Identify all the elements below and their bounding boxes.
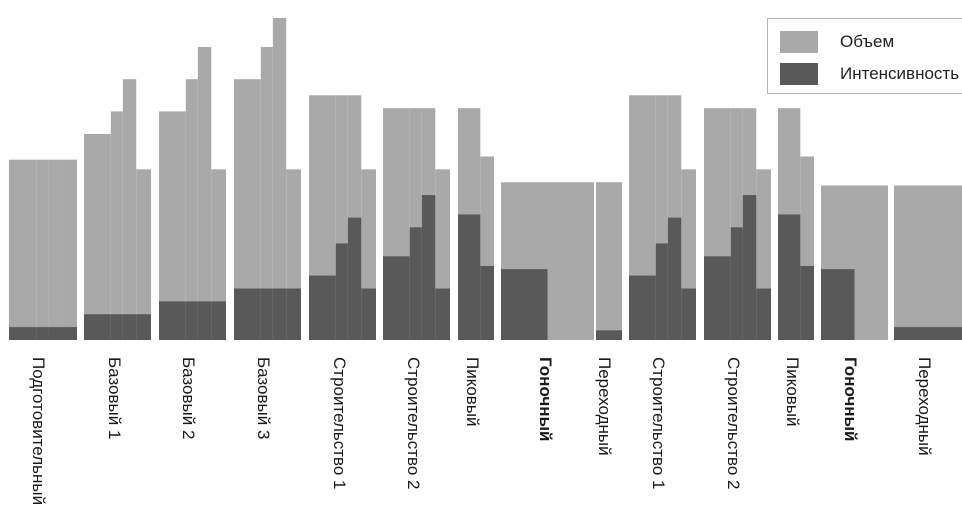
intensity-bar-segment	[409, 227, 422, 340]
intensity-bar-segment	[335, 243, 348, 340]
category-label: Базовый 3	[254, 357, 273, 439]
volume-bar-segment	[110, 111, 123, 340]
intensity-bar-segment	[347, 217, 362, 340]
intensity-bar-segment	[681, 288, 696, 340]
intensity-bar-segment	[361, 288, 376, 340]
category-label: Строительство 1	[330, 357, 349, 490]
volume-bar-segment	[136, 169, 151, 340]
intensity-bar-segment	[480, 265, 494, 340]
volume-bar-segment	[36, 159, 49, 340]
intensity-bar-segment	[9, 327, 37, 340]
intensity-bar-segment	[435, 288, 450, 340]
category-label: Базовый 1	[105, 357, 124, 439]
intensity-bar-segment	[36, 327, 49, 340]
volume-bar-segment	[122, 79, 137, 341]
volume-bar-segment	[48, 159, 63, 340]
category-group	[84, 79, 151, 341]
intensity-bar-segment	[84, 314, 111, 340]
category-label: Строительство 2	[724, 357, 743, 490]
category-group	[234, 18, 301, 341]
intensity-bar-segment	[629, 275, 656, 340]
category-group	[821, 185, 888, 340]
intensity-bar-segment	[756, 288, 771, 340]
legend: Объем Интенсивность	[767, 18, 962, 94]
category-label: Пиковый	[783, 357, 802, 427]
legend-swatch-volume	[780, 31, 818, 53]
legend-item-volume: Объем	[780, 29, 894, 55]
category-label: Подготовительный	[29, 357, 48, 505]
intensity-bar-segment	[286, 288, 301, 340]
intensity-bar-segment	[596, 330, 622, 340]
intensity-bar-segment	[234, 288, 261, 340]
intensity-bar-segment	[197, 301, 212, 340]
intensity-bar-segment	[730, 227, 743, 340]
intensity-bar-segment	[159, 301, 186, 340]
category-group	[9, 159, 77, 340]
intensity-bar-segment	[48, 327, 63, 340]
category-group	[501, 182, 594, 340]
volume-bar-segment	[9, 159, 37, 340]
volume-bar-segment	[197, 46, 212, 340]
intensity-bar-segment	[383, 256, 410, 340]
category-group	[629, 95, 696, 340]
volume-bar-segment	[84, 133, 111, 340]
category-group	[309, 95, 376, 340]
category-label: Строительство 1	[649, 357, 668, 490]
intensity-bar-segment	[821, 269, 855, 340]
bars-layer	[9, 18, 962, 341]
volume-bar-segment	[547, 182, 594, 340]
intensity-bar-segment	[136, 314, 151, 340]
legend-item-intensity: Интенсивность	[780, 61, 959, 87]
intensity-bar-segment	[185, 301, 198, 340]
intensity-bar-segment	[458, 214, 481, 340]
intensity-bar-segment	[800, 265, 814, 340]
volume-bar-segment	[596, 182, 622, 340]
volume-bar-segment	[894, 185, 962, 340]
volume-bar-segment	[185, 79, 198, 341]
intensity-bar-segment	[122, 314, 137, 340]
intensity-bar-segment	[272, 288, 287, 340]
intensity-bar-segment	[110, 314, 123, 340]
category-label: Строительство 2	[404, 357, 423, 490]
volume-bar-segment	[260, 46, 273, 340]
intensity-bar-segment	[667, 217, 682, 340]
intensity-bar-segment	[421, 195, 436, 340]
legend-swatch-intensity	[780, 63, 818, 85]
intensity-bar-segment	[894, 327, 962, 340]
category-group	[383, 108, 450, 340]
intensity-bar-segment	[704, 256, 731, 340]
category-group	[159, 46, 226, 341]
intensity-bar-segment	[62, 327, 77, 340]
category-group	[458, 108, 494, 340]
category-label: Гоночный	[841, 357, 860, 442]
category-label: Базовый 2	[179, 357, 198, 439]
intensity-bar-segment	[260, 288, 273, 340]
category-group	[596, 182, 622, 340]
intensity-bar-segment	[655, 243, 668, 340]
category-label: Пиковый	[463, 357, 482, 427]
category-label: Гоночный	[536, 357, 555, 442]
intensity-bar-segment	[501, 269, 548, 340]
intensity-bar-segment	[211, 301, 226, 340]
legend-label-volume: Объем	[840, 32, 895, 51]
volume-bar-segment	[62, 159, 77, 340]
category-label: Переходный	[595, 357, 614, 456]
intensity-bar-segment	[309, 275, 336, 340]
category-label: Переходный	[915, 357, 934, 456]
legend-label-intensity: Интенсивность	[840, 64, 960, 83]
category-group	[704, 108, 771, 340]
volume-bar-segment	[854, 185, 888, 340]
volume-bar-segment	[272, 18, 287, 340]
intensity-bar-segment	[778, 214, 801, 340]
category-labels: Подготовительный Базовый 1 Базовый 2 Базовы…	[29, 357, 934, 505]
category-group	[894, 185, 962, 340]
intensity-bar-segment	[742, 195, 757, 340]
volume-bar-segment	[211, 169, 226, 340]
category-group	[778, 108, 814, 340]
